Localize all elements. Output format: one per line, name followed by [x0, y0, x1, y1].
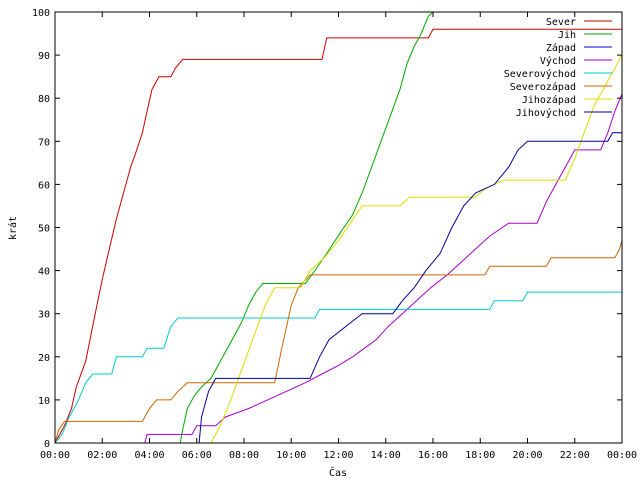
legend-label: Východ: [540, 55, 576, 67]
y-tick-label: 30: [38, 310, 50, 321]
legend-label: Severovýchod: [504, 68, 576, 80]
x-tick-label: 02:00: [87, 450, 117, 461]
legend-label: Jihozápad: [522, 94, 576, 106]
y-tick-label: 0: [44, 439, 50, 450]
legend-label: Jihovýchod: [516, 107, 576, 119]
x-tick-label: 20:00: [512, 450, 542, 461]
legend-label: Západ: [546, 42, 576, 54]
x-tick-label: 12:00: [323, 450, 353, 461]
legend: Sever JihZápadVýchodSeverovýchodSeverozáp…: [504, 17, 612, 119]
legend-label: Jih: [558, 30, 576, 41]
y-tick-label: 70: [38, 137, 50, 148]
x-tick-label: 18:00: [465, 450, 495, 461]
series-line-0: [54, 28, 622, 444]
y-tick-label: 100: [32, 8, 50, 19]
y-tick-label: 10: [38, 396, 50, 407]
x-tick-label: 08:00: [229, 450, 259, 461]
legend-label: Severozápad: [510, 81, 576, 93]
x-tick-label: 06:00: [182, 450, 212, 461]
x-tick-label: 00:00: [607, 450, 637, 461]
x-tick-label: 04:00: [134, 450, 164, 461]
x-tick-label: 22:00: [560, 450, 590, 461]
series-line-5: [54, 240, 623, 444]
y-tick-label: 60: [38, 180, 50, 191]
x-tick-label: 00:00: [40, 450, 70, 461]
x-tick-label: 10:00: [276, 450, 306, 461]
axes: 0 10 20 30 40 50 60 70 80 90 100 00:00 02:00 04:00 06:…: [32, 8, 637, 461]
y-tick-label: 50: [38, 224, 50, 235]
legend-label: Sever: [546, 17, 576, 28]
x-tick-label: 16:00: [418, 450, 448, 461]
y-tick-label: 90: [38, 51, 50, 62]
series-line-4: [54, 291, 622, 444]
x-axis-label: Čas: [329, 466, 347, 479]
series-line-7: [55, 132, 622, 444]
x-tick-label: 14:00: [371, 450, 401, 461]
y-axis-label: krát: [7, 216, 19, 240]
y-tick-label: 40: [38, 267, 50, 278]
series-line-3: [55, 93, 623, 444]
y-tick-label: 20: [38, 353, 50, 364]
series-line-1: [55, 11, 434, 444]
y-tick-label: 80: [38, 94, 50, 105]
